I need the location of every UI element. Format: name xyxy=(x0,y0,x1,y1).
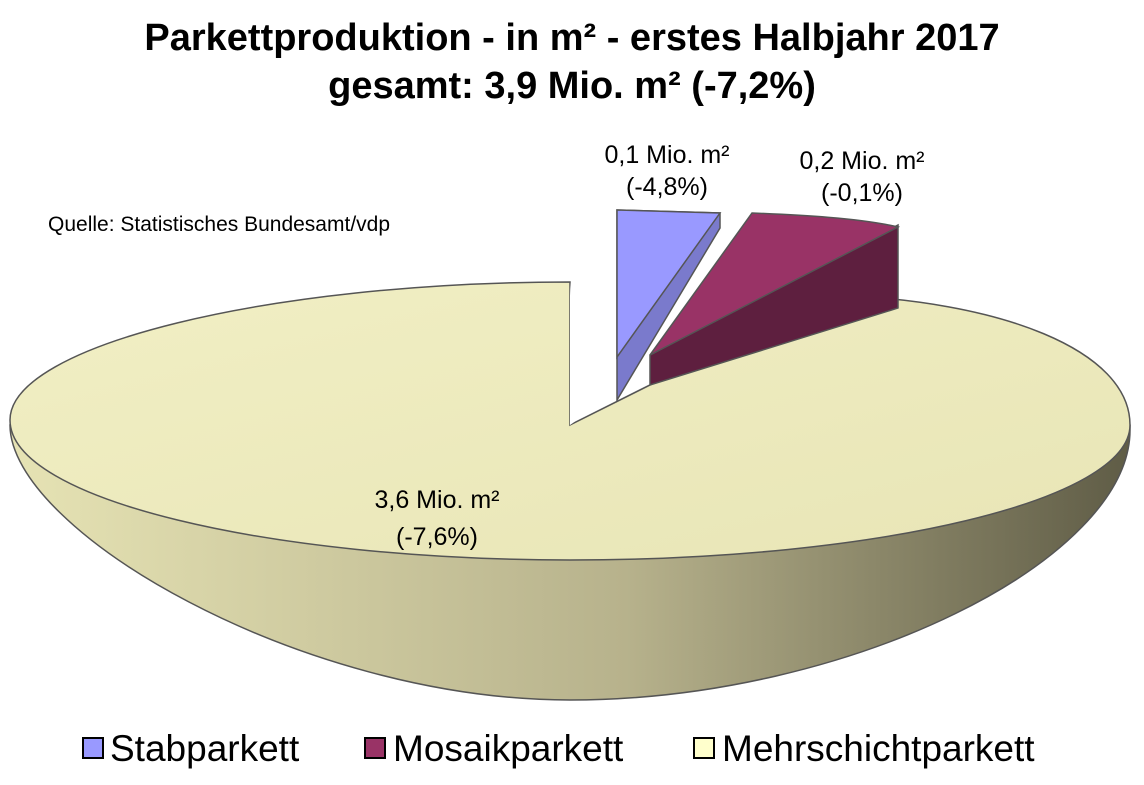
data-label-value: 3,6 Mio. m² xyxy=(374,486,499,514)
chart-title: Parkettproduktion - in m² - erstes Halbj… xyxy=(144,17,999,59)
chart-subtitle: gesamt: 3,9 Mio. m² (-7,2%) xyxy=(328,65,816,107)
source-note: Quelle: Statistisches Bundesamt/vdp xyxy=(48,213,390,236)
legend-label: Stabparkett xyxy=(110,728,300,769)
legend-label: Mehrschichtparkett xyxy=(722,728,1035,769)
legend: Stabparkett Mosaikparkett Mehrschichtpar… xyxy=(82,728,1035,769)
legend-label: Mosaikparkett xyxy=(393,728,624,769)
data-label-value: 0,2 Mio. m² xyxy=(799,147,924,175)
slice-mehrschichtparkett[interactable] xyxy=(9,281,1131,701)
legend-item-stabparkett[interactable]: Stabparkett xyxy=(82,728,300,769)
slice-stabparkett[interactable] xyxy=(616,209,722,403)
legend-swatch xyxy=(364,737,386,759)
data-label-change: (-7,6%) xyxy=(396,523,478,551)
legend-swatch xyxy=(693,737,715,759)
slice-cut-face xyxy=(570,282,580,425)
legend-swatch xyxy=(82,737,104,759)
data-label-change: (-0,1%) xyxy=(821,179,903,207)
slice-mosaikparkett[interactable] xyxy=(649,212,901,387)
slice-top xyxy=(649,212,901,356)
data-label-change: (-4,8%) xyxy=(626,173,708,201)
slice-top xyxy=(616,209,722,360)
legend-item-mosaikparkett[interactable]: Mosaikparkett xyxy=(364,728,624,769)
legend-item-mehrschichtparkett[interactable]: Mehrschichtparkett xyxy=(693,728,1035,769)
data-label-value: 0,1 Mio. m² xyxy=(604,141,729,169)
